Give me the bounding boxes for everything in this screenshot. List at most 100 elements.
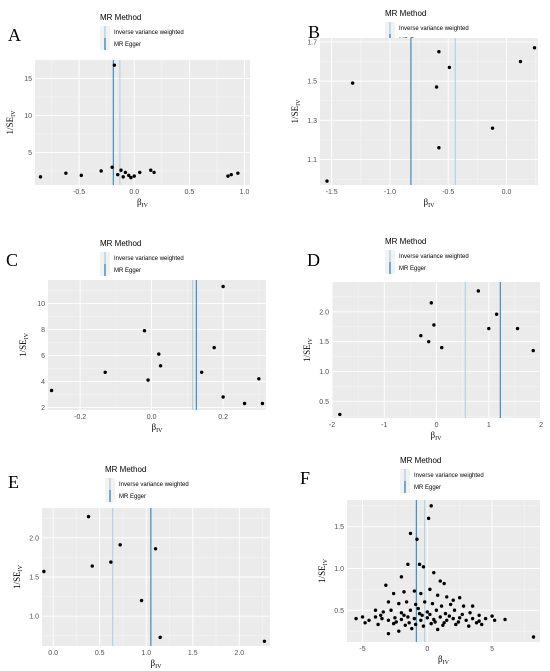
data-point <box>64 171 68 175</box>
data-point <box>438 579 442 583</box>
data-point <box>477 613 481 617</box>
data-point <box>420 613 424 617</box>
y-tick-label: 1.5 <box>307 79 317 86</box>
y-axis-label-main: 1/SE <box>290 105 300 123</box>
data-point <box>437 50 441 54</box>
x-tick-label: 0.5 <box>184 189 194 196</box>
x-axis-label-sub: IV <box>156 428 163 434</box>
legend-entry-label: MR Egger <box>114 42 141 48</box>
x-axis-label-sub: IV <box>443 660 450 666</box>
data-point <box>226 174 230 178</box>
data-point <box>325 179 329 183</box>
y-tick-label: 2.0 <box>29 535 39 542</box>
data-point <box>437 146 441 150</box>
data-point <box>419 618 423 622</box>
data-point <box>468 611 472 615</box>
data-point <box>158 635 162 640</box>
data-point <box>425 610 430 614</box>
data-point <box>442 581 446 586</box>
x-axis-label: βIV <box>431 430 443 442</box>
data-point <box>447 614 452 618</box>
data-point <box>399 617 404 622</box>
data-point <box>391 591 396 596</box>
data-point <box>118 543 122 547</box>
plot-area <box>347 500 540 642</box>
data-point <box>49 388 54 393</box>
data-point <box>129 175 133 180</box>
data-point <box>123 170 128 175</box>
y-axis-label: 1/SEIV <box>317 558 329 583</box>
data-point <box>152 170 156 175</box>
data-point <box>257 377 261 381</box>
x-axis-label-sub: IV <box>428 203 435 209</box>
y-axis-label-sub: IV <box>296 99 302 106</box>
data-point <box>419 591 423 596</box>
data-point <box>515 326 520 331</box>
data-point <box>429 621 433 626</box>
x-tick-label: -0.5 <box>73 189 85 196</box>
x-tick-label: -1 <box>381 422 387 429</box>
data-point <box>447 65 452 70</box>
legend-entry-label: MR Egger <box>399 266 426 272</box>
y-tick-label: 15 <box>24 76 32 83</box>
data-point <box>399 611 404 615</box>
data-point <box>109 560 113 564</box>
data-point <box>435 593 440 597</box>
x-axis-label: βIV <box>152 422 164 434</box>
data-point <box>421 565 426 569</box>
x-tick-label: -2 <box>329 422 335 429</box>
data-point <box>434 608 439 612</box>
data-point <box>406 615 410 619</box>
y-tick-label: 1.5 <box>334 524 344 531</box>
data-point <box>373 615 378 619</box>
data-point <box>360 615 365 619</box>
plot-area <box>332 282 540 418</box>
x-tick-label: 1 <box>487 422 491 429</box>
legend-title: MR Method <box>100 13 141 22</box>
data-point <box>413 602 418 607</box>
data-point <box>153 547 158 551</box>
panel-letter: C <box>6 250 18 270</box>
legend-entry-label: MR Egger <box>119 494 146 500</box>
data-point <box>157 352 161 356</box>
data-point <box>442 621 446 625</box>
data-point <box>42 569 46 574</box>
data-point <box>121 175 125 179</box>
data-point <box>435 627 440 632</box>
y-tick-label: 1.3 <box>307 118 317 125</box>
x-tick-label: -0.2 <box>74 414 86 421</box>
data-point <box>354 616 358 621</box>
x-axis-label-main: β <box>151 658 156 668</box>
y-tick-label: 1.0 <box>334 566 344 573</box>
data-point <box>410 626 414 631</box>
data-point <box>99 169 103 173</box>
data-point <box>443 611 448 616</box>
data-point <box>487 326 491 331</box>
data-point <box>433 620 437 624</box>
y-axis-label-main: 1/SE <box>317 565 327 583</box>
data-point <box>429 301 433 305</box>
y-tick-label: 1.5 <box>319 339 329 346</box>
data-point <box>483 616 488 621</box>
y-axis-label: 1/SEIV <box>5 110 17 135</box>
data-point <box>445 618 449 622</box>
y-tick-label: 5 <box>28 150 32 157</box>
data-point <box>454 622 458 627</box>
data-point <box>380 616 384 621</box>
x-axis-label-sub: IV <box>142 203 149 209</box>
data-point <box>417 562 422 567</box>
y-axis-label-main: 1/SE <box>18 339 28 357</box>
plot-area <box>320 38 538 185</box>
data-point <box>426 516 431 521</box>
data-point <box>221 284 225 289</box>
data-point <box>115 172 120 177</box>
data-point <box>451 616 455 621</box>
data-point <box>456 620 461 624</box>
data-point <box>448 602 453 607</box>
data-point <box>432 323 436 327</box>
data-point <box>439 604 444 608</box>
data-point <box>242 401 247 406</box>
data-point <box>236 171 240 175</box>
data-point <box>110 165 114 169</box>
data-point <box>212 345 216 350</box>
